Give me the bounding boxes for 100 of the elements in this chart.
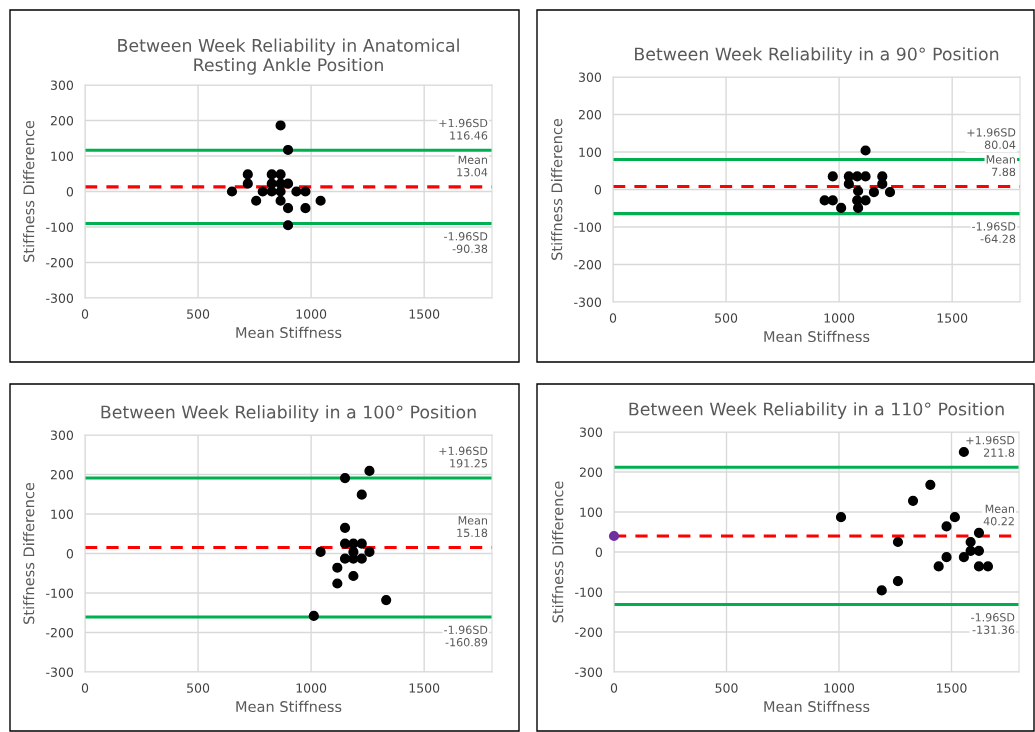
y-tick-label: -100 xyxy=(574,222,602,232)
chart-title: Between Week Reliability in Anatomical Resting Ankle Position xyxy=(118,38,459,75)
point xyxy=(933,561,944,572)
point xyxy=(275,195,286,206)
ref-line-label: +1.96SD 191.25 xyxy=(439,446,488,468)
point xyxy=(836,202,847,213)
ref-line-label: +1.96SD 211.8 xyxy=(966,435,1015,457)
point xyxy=(982,561,994,572)
y-axis-title: Stiffness Difference xyxy=(552,481,564,623)
y-tick-label: 200 xyxy=(50,115,74,126)
ref-line-label: Mean 40.22 xyxy=(983,504,1015,526)
ref-line-label: -1.96SD -64.28 xyxy=(972,222,1016,243)
point xyxy=(860,171,871,182)
point xyxy=(364,465,375,477)
y-tick-label: 100 xyxy=(51,151,74,161)
y-tick-label: 0 xyxy=(595,547,603,557)
point xyxy=(339,538,351,549)
y-tick-label: -100 xyxy=(575,587,603,597)
y-tick-label: 100 xyxy=(51,509,74,519)
x-tick-label: 1500 xyxy=(409,309,440,319)
y-tick-label: -300 xyxy=(46,667,74,677)
x-tick-label: 1000 xyxy=(824,683,855,693)
y-tick-label: 300 xyxy=(579,427,603,437)
x-tick-label: 500 xyxy=(715,313,738,323)
point xyxy=(973,545,985,556)
y-tick-label: -200 xyxy=(574,259,602,270)
ref-line-label: +1.96SD 116.46 xyxy=(439,118,488,140)
ref-line-label: Mean 15.18 xyxy=(457,516,488,538)
y-tick-label: 100 xyxy=(580,507,603,517)
point xyxy=(257,186,268,197)
y-tick-label: 300 xyxy=(50,80,74,90)
x-tick-label: 1500 xyxy=(936,683,967,693)
point xyxy=(860,145,871,156)
point xyxy=(860,195,871,206)
point xyxy=(925,479,936,490)
ref-line-label: -1.96SD -90.38 xyxy=(444,232,488,253)
point xyxy=(332,578,343,589)
y-tick-label: 200 xyxy=(579,467,603,477)
y-tick-label: 0 xyxy=(66,548,74,559)
chart-title: Between Week Reliability in a 90° Position xyxy=(635,47,999,64)
y-tick-label: 200 xyxy=(578,109,602,120)
point xyxy=(308,610,319,621)
point xyxy=(300,203,311,214)
point xyxy=(356,489,367,500)
x-axis-title: Mean Stiffness xyxy=(764,700,870,713)
point xyxy=(827,171,838,182)
x-tick-label: 1500 xyxy=(409,683,440,693)
ref-line-label: +1.96SD 80.04 xyxy=(967,128,1016,149)
point xyxy=(827,195,838,206)
y-tick-label: -300 xyxy=(46,293,74,303)
point xyxy=(242,169,253,180)
x-axis-title: Mean Stiffness xyxy=(236,326,342,339)
y-tick-label: -100 xyxy=(46,222,74,232)
point xyxy=(339,553,351,564)
x-tick-label: 0 xyxy=(609,313,617,323)
point xyxy=(348,570,359,582)
x-tick-label: 1000 xyxy=(824,313,855,323)
y-tick-label: 200 xyxy=(50,469,74,480)
point xyxy=(226,186,238,197)
chart-title: Between Week Reliability in a 110° Position xyxy=(629,402,1004,419)
x-axis-title: Mean Stiffness xyxy=(764,330,870,343)
x-tick-label: 0 xyxy=(81,309,89,319)
point xyxy=(251,195,262,206)
point xyxy=(275,169,286,180)
ref-line-label: Mean 7.88 xyxy=(986,155,1016,177)
point xyxy=(608,530,620,542)
x-tick-label: 0 xyxy=(610,683,618,693)
y-axis-title: Stiffness Difference xyxy=(23,482,35,624)
x-tick-label: 1000 xyxy=(296,683,327,693)
point xyxy=(275,120,286,131)
y-tick-label: -200 xyxy=(46,257,74,268)
point xyxy=(853,185,864,197)
x-tick-label: 500 xyxy=(187,683,210,693)
point xyxy=(892,536,904,548)
y-tick-label: 100 xyxy=(579,147,602,157)
point xyxy=(852,171,863,182)
point xyxy=(356,538,367,549)
x-tick-label: 500 xyxy=(187,309,210,319)
point xyxy=(884,187,896,198)
point xyxy=(339,522,351,533)
x-tick-label: 500 xyxy=(715,683,738,693)
point xyxy=(339,472,351,484)
y-tick-label: -300 xyxy=(575,667,603,677)
point xyxy=(965,536,976,548)
chart-title: Between Week Reliability in a 100° Position xyxy=(101,405,476,422)
y-tick-label: -300 xyxy=(574,297,602,307)
point xyxy=(876,585,887,596)
point xyxy=(381,595,392,606)
point xyxy=(853,202,864,213)
point xyxy=(941,521,952,532)
y-axis-title: Stiffness Difference xyxy=(23,120,35,262)
point xyxy=(835,512,847,523)
point xyxy=(973,561,985,572)
ref-line-label: Mean 13.04 xyxy=(457,155,488,177)
point xyxy=(300,186,311,197)
x-tick-label: 1000 xyxy=(296,309,327,319)
point xyxy=(332,562,343,573)
point xyxy=(282,144,294,156)
y-tick-label: 0 xyxy=(594,184,602,195)
point xyxy=(291,186,302,197)
